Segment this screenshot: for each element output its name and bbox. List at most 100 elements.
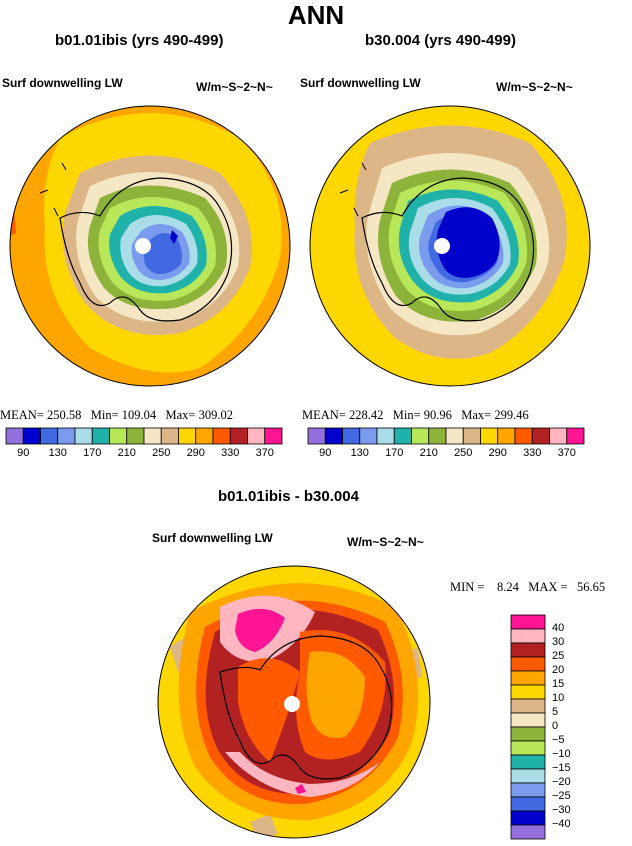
right-max-value: 299.46 bbox=[494, 408, 529, 422]
right-stats: MEAN= 228.42 Min= 90.96 Max= 299.46 bbox=[302, 408, 529, 423]
left-max-label: Max= bbox=[165, 408, 196, 422]
left-colorbar-tick: 290 bbox=[186, 447, 205, 459]
left-colorbar-box bbox=[212, 427, 231, 445]
left-colorbar-box bbox=[40, 427, 59, 445]
left-min-value: 109.04 bbox=[121, 408, 157, 422]
diff-colorbar-box bbox=[510, 614, 546, 630]
right-polar-map bbox=[309, 105, 591, 387]
right-colorbar-tick: 370 bbox=[557, 447, 576, 459]
diff-colorbar-tick: 10 bbox=[552, 692, 565, 704]
diff-colorbar-tick: −10 bbox=[552, 748, 571, 760]
left-colorbar-box bbox=[178, 427, 197, 445]
left-colorbar-tick: 170 bbox=[83, 447, 102, 459]
left-colorbar-tick: 90 bbox=[17, 447, 30, 459]
diff-colorbar-box bbox=[510, 810, 546, 826]
left-colorbar-box bbox=[5, 427, 24, 445]
diff-units-label: W/m~S~2~N~ bbox=[347, 535, 424, 549]
diff-max-value: 56.65 bbox=[576, 580, 606, 594]
left-colorbar-tick: 370 bbox=[255, 447, 274, 459]
diff-colorbar-box bbox=[510, 740, 546, 756]
left-colorbar-box bbox=[109, 427, 128, 445]
diff-colorbar-box bbox=[510, 656, 546, 672]
diff-min-label: MIN = bbox=[450, 580, 485, 594]
diff-colorbar-tick: −20 bbox=[552, 776, 571, 788]
diff-colorbar-box bbox=[510, 670, 546, 686]
right-colorbar-box bbox=[480, 427, 499, 445]
right-colorbar-box bbox=[497, 427, 516, 445]
diff-title: b01.01ibis - b30.004 bbox=[218, 488, 359, 505]
right-colorbar-box bbox=[462, 427, 481, 445]
diff-colorbar-box bbox=[510, 698, 546, 714]
right-colorbar-tick: 290 bbox=[488, 447, 507, 459]
right-colorbar-box bbox=[393, 427, 412, 445]
right-colorbar bbox=[307, 427, 585, 445]
right-colorbar-box bbox=[376, 427, 395, 445]
diff-colorbar-box bbox=[510, 824, 546, 840]
right-colorbar-ticks: 90 130 170 210 250 290 330 370 bbox=[308, 447, 584, 461]
diff-colorbar-tick: −30 bbox=[552, 804, 571, 816]
left-units-label: W/m~S~2~N~ bbox=[196, 80, 273, 94]
diff-max-label: MAX = bbox=[528, 580, 568, 594]
right-mean-value: 228.42 bbox=[348, 408, 384, 422]
diff-colorbar-tick: −15 bbox=[552, 762, 571, 774]
left-colorbar-box bbox=[57, 427, 76, 445]
diff-colorbar-tick: −25 bbox=[552, 790, 571, 802]
right-colorbar-tick: 210 bbox=[419, 447, 438, 459]
diff-colorbar-tick: 20 bbox=[552, 664, 565, 676]
diff-colorbar-box bbox=[510, 628, 546, 644]
diff-colorbar-tick: 0 bbox=[552, 720, 559, 732]
diff-colorbar-box bbox=[510, 726, 546, 742]
left-variable-label: Surf downwelling LW bbox=[2, 76, 123, 90]
right-colorbar-tick: 130 bbox=[350, 447, 369, 459]
diff-stats: MIN = 8.24 MAX = 56.65 bbox=[450, 580, 605, 595]
right-colorbar-box bbox=[531, 427, 550, 445]
diff-colorbar-box bbox=[510, 642, 546, 658]
left-colorbar-box bbox=[91, 427, 110, 445]
right-colorbar-tick: 90 bbox=[319, 447, 332, 459]
right-case-title: b30.004 (yrs 490-499) bbox=[365, 32, 516, 49]
left-colorbar-box bbox=[126, 427, 145, 445]
diff-colorbar-tick: 15 bbox=[552, 678, 565, 690]
right-max-label: Max= bbox=[461, 408, 492, 422]
left-stats: MEAN= 250.58 Min= 109.04 Max= 309.02 bbox=[0, 408, 233, 423]
diff-min-value: 8.24 bbox=[496, 580, 519, 594]
right-min-label: Min= bbox=[392, 408, 421, 422]
left-colorbar-tick: 210 bbox=[117, 447, 136, 459]
diff-colorbar-box bbox=[510, 684, 546, 700]
right-min-value: 90.96 bbox=[423, 408, 452, 422]
left-colorbar-box bbox=[160, 427, 179, 445]
right-mean-label: MEAN= bbox=[302, 408, 346, 422]
diff-polar-map bbox=[157, 565, 431, 839]
right-variable-label: Surf downwelling LW bbox=[300, 76, 421, 90]
left-colorbar-box bbox=[195, 427, 214, 445]
diff-colorbar-tick: −5 bbox=[552, 734, 565, 746]
diff-variable-label: Surf downwelling LW bbox=[152, 531, 273, 545]
left-colorbar-tick: 330 bbox=[221, 447, 240, 459]
diff-colorbar-box bbox=[510, 754, 546, 770]
right-colorbar-box bbox=[359, 427, 378, 445]
right-colorbar-tick: 330 bbox=[523, 447, 542, 459]
right-colorbar-box bbox=[514, 427, 533, 445]
diff-colorbar-tick: 40 bbox=[552, 622, 565, 634]
left-mean-value: 250.58 bbox=[46, 408, 82, 422]
left-colorbar bbox=[5, 427, 283, 445]
right-colorbar-tick: 170 bbox=[385, 447, 404, 459]
diff-colorbar-tick: −40 bbox=[552, 818, 571, 830]
right-colorbar-tick: 250 bbox=[454, 447, 473, 459]
left-colorbar-ticks: 90 130 170 210 250 290 330 370 bbox=[6, 447, 282, 461]
diff-colorbar-tick: 30 bbox=[552, 636, 565, 648]
right-colorbar-box bbox=[342, 427, 361, 445]
left-colorbar-box bbox=[74, 427, 93, 445]
right-units-label: W/m~S~2~N~ bbox=[496, 80, 573, 94]
right-colorbar-box bbox=[324, 427, 343, 445]
left-polar-map bbox=[9, 105, 291, 387]
right-colorbar-box bbox=[307, 427, 326, 445]
right-colorbar-box bbox=[411, 427, 430, 445]
diff-colorbar-box bbox=[510, 712, 546, 728]
diff-colorbar-ticks: 40 30 25 20 15 10 5 0 −5 −10 −15 −20 −25 −30 −40 bbox=[552, 615, 592, 839]
left-colorbar-tick: 250 bbox=[152, 447, 171, 459]
left-colorbar-tick: 130 bbox=[48, 447, 67, 459]
left-colorbar-box bbox=[143, 427, 162, 445]
left-colorbar-box bbox=[264, 427, 283, 445]
diff-colorbar-tick: 5 bbox=[552, 706, 559, 718]
